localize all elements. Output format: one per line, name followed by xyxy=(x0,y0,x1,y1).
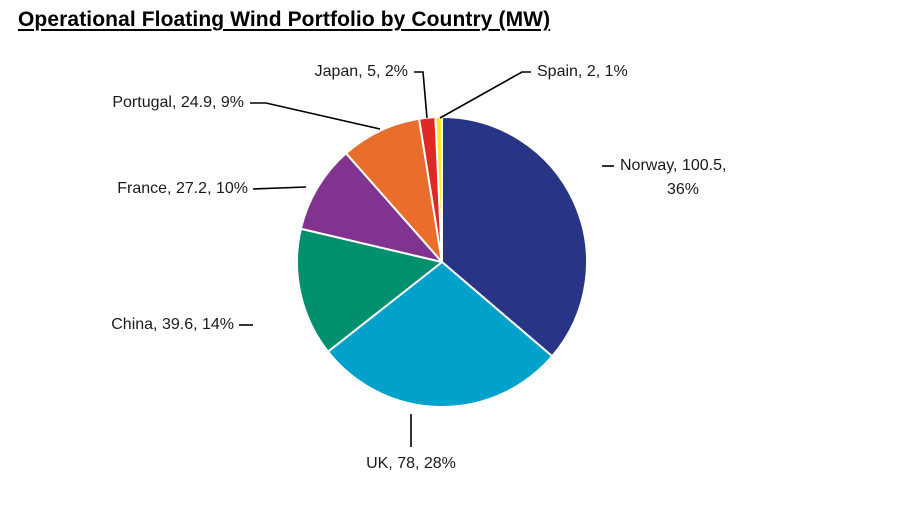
data-label-norway-line-1: Norway, 100.5, xyxy=(620,157,726,174)
leader-line-portugal xyxy=(250,102,381,130)
data-label-spain: Spain, 2, 1% xyxy=(537,63,628,80)
data-labels: Norway, 100.5, 36% UK, 78, 28% China, 39.6,… xyxy=(111,63,726,472)
leader-lines xyxy=(239,71,614,447)
data-label-france: France, 27.2, 10% xyxy=(117,180,248,197)
pie-slice-uk xyxy=(327,261,554,408)
pie-slices xyxy=(296,116,588,408)
leader-line-japan xyxy=(414,71,428,119)
pie-slice-china xyxy=(296,227,443,353)
data-label-portugal: Portugal, 24.9, 9% xyxy=(112,94,244,111)
pie-slice-portugal xyxy=(345,117,443,263)
data-label-uk: UK, 78, 28% xyxy=(366,455,456,472)
pie-slice-france xyxy=(299,152,443,263)
leader-line-france xyxy=(252,186,307,190)
data-label-japan: Japan, 5, 2% xyxy=(315,63,408,80)
leader-line-spain xyxy=(439,71,531,119)
data-label-china: China, 39.6, 14% xyxy=(111,316,234,333)
data-label-norway-line-2: 36% xyxy=(667,181,699,198)
chart-title: Operational Floating Wind Portfolio by C… xyxy=(18,8,551,31)
pie-slice-norway xyxy=(441,116,588,358)
